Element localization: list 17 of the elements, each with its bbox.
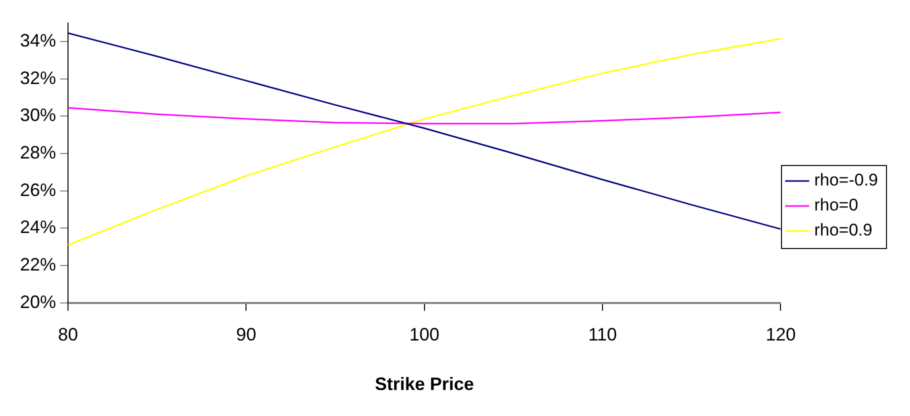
y-tick-label: 34% bbox=[20, 30, 56, 50]
y-tick-label: 32% bbox=[20, 68, 56, 88]
x-tick-label: 90 bbox=[236, 324, 256, 345]
legend-label: rho=-0.9 bbox=[814, 170, 878, 190]
y-tick-label: 28% bbox=[20, 142, 56, 162]
legend-label: rho=0.9 bbox=[814, 220, 872, 240]
x-tick-label: 100 bbox=[409, 324, 440, 345]
x-tick-label: 110 bbox=[588, 324, 617, 345]
y-tick-label: 22% bbox=[20, 254, 56, 274]
x-tick-label: 80 bbox=[58, 324, 78, 345]
legend-label: rho=0 bbox=[814, 196, 858, 215]
y-tick-label: 24% bbox=[20, 217, 56, 238]
x-axis-title: Strike Price bbox=[374, 374, 474, 394]
y-tick-label: 26% bbox=[20, 180, 56, 200]
y-tick-label: 20% bbox=[20, 292, 56, 312]
y-tick-label: 30% bbox=[20, 105, 56, 126]
x-tick-label: 120 bbox=[766, 324, 796, 345]
